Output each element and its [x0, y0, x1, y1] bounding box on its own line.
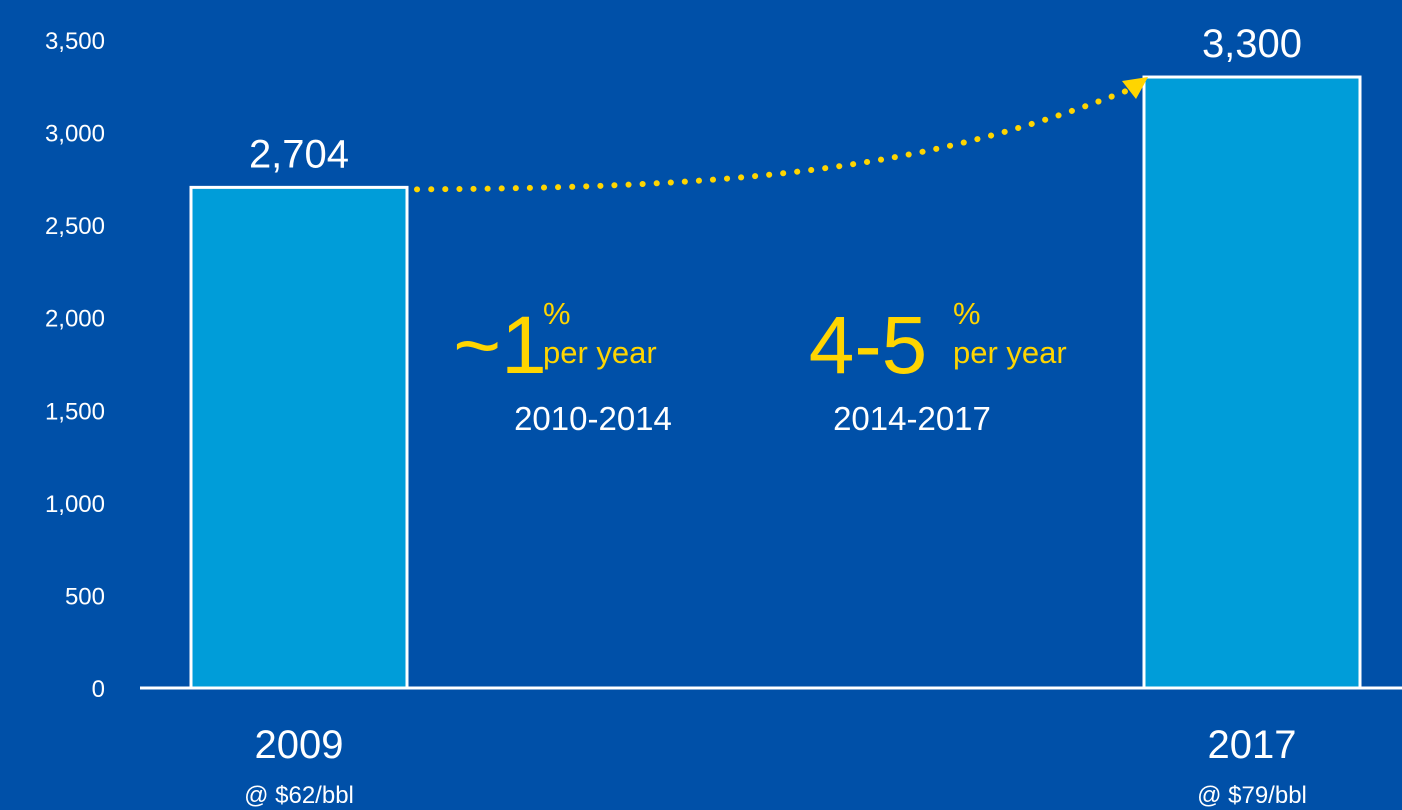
bars: 2,704 3,300 — [189, 22, 1362, 690]
x-category-sublabel: @ $79/bbl — [1197, 782, 1307, 809]
bar-2009 — [189, 185, 409, 690]
growth-arrow — [414, 88, 1129, 193]
y-tick-label: 3,000 — [45, 121, 105, 148]
annotation-2-value: 4-5 — [809, 300, 928, 391]
annotation-1-unit: per year — [543, 335, 657, 370]
x-category-label: 2009 — [255, 723, 344, 767]
x-category-label: 2017 — [1208, 723, 1297, 767]
bar-2017 — [1142, 75, 1362, 690]
x-category-sublabel: @ $62/bbl — [244, 782, 354, 809]
growth-arrowhead — [1122, 77, 1148, 100]
annotation-2-percent: % — [953, 296, 981, 331]
bar-value-label: 3,300 — [1202, 22, 1302, 66]
annotation-1-percent: % — [543, 296, 571, 331]
x-axis-labels: 2009 @ $62/bbl 2017 @ $79/bbl — [244, 723, 1307, 809]
y-tick-label: 1,000 — [45, 491, 105, 518]
bar-value-label: 2,704 — [249, 132, 349, 176]
annotation-1-period: 2010-2014 — [514, 400, 672, 437]
annotation-2-period: 2014-2017 — [833, 400, 991, 437]
y-tick-label: 2,000 — [45, 306, 105, 333]
y-tick-label: 3,500 — [45, 28, 105, 55]
y-tick-label: 2,500 — [45, 213, 105, 240]
annotation-1-value: ~1 — [453, 300, 547, 391]
y-tick-label: 500 — [65, 583, 105, 610]
annotation-growth-2014-2017: 4-5 % per year 2014-2017 — [809, 296, 1067, 437]
annotation-growth-2010-2014: ~1 % per year 2010-2014 — [453, 296, 672, 437]
y-tick-label: 1,500 — [45, 398, 105, 425]
y-axis: 0 500 1,000 1,500 2,000 2,500 3,000 3,500 — [45, 28, 105, 703]
y-tick-label: 0 — [92, 676, 105, 703]
annotation-2-unit: per year — [953, 335, 1067, 370]
